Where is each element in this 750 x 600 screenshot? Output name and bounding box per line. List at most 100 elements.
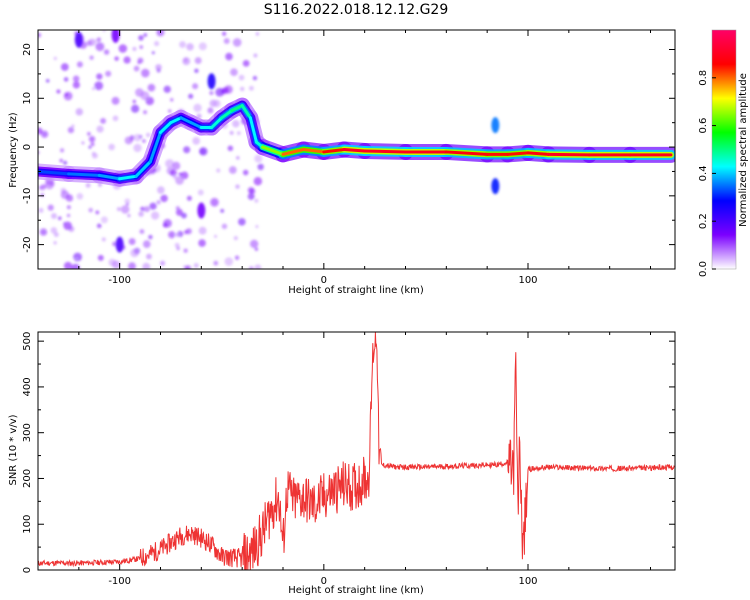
noise-speckle	[255, 32, 260, 36]
ridge-segment	[38, 169, 71, 176]
noise-speckle	[133, 65, 140, 72]
noise-speckle	[147, 83, 156, 92]
ridge-segment	[342, 148, 367, 153]
noise-speckle	[45, 180, 54, 190]
noise-speckle	[169, 169, 177, 177]
spectrogram-xlabel: Height of straight line (km)	[288, 285, 424, 296]
noise-speckle	[139, 45, 143, 49]
noise-speckle	[197, 189, 204, 196]
noise-speckle	[174, 232, 180, 238]
noise-speckle	[238, 218, 246, 226]
noise-speckle	[242, 59, 250, 67]
noise-speckle	[235, 184, 240, 189]
noise-speckle	[63, 261, 73, 269]
noise-speckle	[193, 263, 199, 268]
noise-speckle	[38, 207, 44, 213]
spectrogram-y-tick-label: 20	[22, 43, 33, 56]
noise-speckle	[71, 263, 81, 269]
noise-speckle	[74, 258, 78, 262]
noise-speckle	[178, 172, 183, 177]
noise-speckle	[131, 104, 140, 113]
snr-xlabel: Height of straight line (km)	[288, 585, 424, 596]
noise-speckle	[63, 221, 72, 231]
noise-speckle	[103, 49, 110, 55]
noise-speckle	[141, 68, 150, 78]
noise-speckle	[140, 91, 150, 101]
noise-speckle	[225, 52, 233, 61]
ridge-segment	[506, 151, 530, 156]
noise-speckle	[85, 182, 91, 188]
noise-speckle	[163, 85, 171, 93]
noise-speckle	[38, 32, 42, 38]
ridge-segment	[322, 148, 346, 154]
noise-speckle	[236, 156, 240, 160]
noise-speckle	[193, 103, 202, 113]
noise-speckle	[154, 41, 160, 47]
noise-speckle	[142, 139, 146, 143]
ridge-segment	[118, 174, 138, 181]
noise-speckle	[132, 46, 137, 52]
noise-speckle	[151, 51, 155, 55]
colorbar-tick-label: 0.2	[698, 213, 709, 229]
noise-speckle	[198, 239, 206, 247]
noise-speckle	[128, 238, 136, 245]
ridge-segment	[169, 116, 183, 125]
noise-speckle	[130, 248, 139, 258]
noise-speckle	[198, 42, 207, 51]
snr-y-tick-label: 300	[22, 423, 33, 442]
noise-speckle	[101, 237, 106, 242]
noise-speckle	[66, 213, 71, 218]
ridge-segment	[210, 116, 224, 130]
noise-speckle	[165, 159, 175, 169]
noise-speckle	[233, 235, 238, 241]
noise-speckle	[183, 248, 188, 253]
snr-ylabel: SNR (10 * v/v)	[8, 414, 19, 485]
noise-speckle	[224, 257, 234, 266]
colorbar-ticks: 0.0 0.2 0.4 0.6 0.8	[698, 70, 716, 277]
noise-speckle	[216, 168, 221, 173]
noise-speckle	[156, 30, 165, 37]
noise-speckle	[47, 204, 54, 211]
ridge-segment	[97, 173, 122, 181]
spectrogram-blob	[197, 202, 206, 219]
noise-speckle	[229, 130, 234, 135]
noise-speckle	[175, 176, 184, 185]
noise-speckle	[249, 239, 259, 249]
noise-speckle	[145, 253, 152, 260]
noise-speckle	[118, 44, 128, 53]
noise-speckle	[254, 154, 263, 163]
spectrogram-ylabel: Frequency (Hz)	[8, 112, 19, 188]
spectrogram-y-tick-label: 10	[22, 92, 33, 105]
spectrogram-blob	[115, 236, 124, 253]
noise-speckle	[105, 70, 112, 77]
ridge-segment	[230, 104, 244, 112]
colorbar-tick-label: 0.0	[698, 261, 709, 277]
colorbar-gradient	[712, 30, 736, 269]
noise-speckle	[67, 126, 75, 134]
noise-speckle	[96, 73, 103, 80]
noise-speckle	[232, 120, 240, 128]
noise-speckle	[120, 205, 130, 214]
noise-speckle	[112, 260, 121, 269]
spectrogram-blob	[74, 31, 83, 48]
noise-speckle	[181, 212, 187, 219]
noise-speckle	[114, 56, 119, 61]
spectrogram-blob	[207, 73, 216, 90]
noise-speckle	[142, 262, 151, 269]
noise-speckle	[97, 254, 104, 261]
noise-speckle	[183, 58, 188, 63]
ridge-segment	[526, 151, 550, 156]
noise-speckle	[192, 137, 201, 145]
noise-speckle	[137, 60, 141, 65]
ridge-segment	[220, 108, 234, 120]
noise-speckle	[179, 41, 186, 48]
noise-speckle	[184, 265, 190, 269]
noise-speckle	[207, 107, 214, 114]
snr-y-tick-label: 0	[22, 567, 33, 573]
colorbar-tick-label: 0.8	[698, 70, 709, 86]
noise-speckle	[150, 211, 160, 220]
colorbar: 0.0 0.2 0.4 0.6 0.8 Normalized spectral ampl…	[698, 29, 749, 277]
ridge-segment	[134, 160, 152, 178]
ridge-segment	[189, 121, 203, 130]
